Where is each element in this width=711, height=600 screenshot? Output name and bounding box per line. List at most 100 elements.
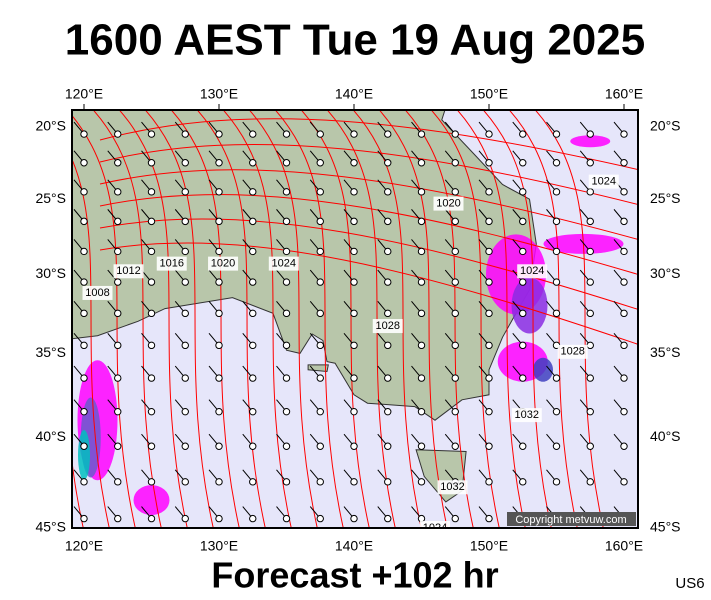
station	[485, 341, 493, 350]
station	[80, 374, 88, 382]
isobar-label-box	[372, 319, 403, 334]
station	[350, 159, 358, 167]
isobar	[92, 110, 162, 528]
station	[147, 309, 156, 318]
station	[282, 130, 291, 138]
station	[249, 217, 257, 226]
isobar	[99, 218, 638, 310]
isobar	[118, 110, 188, 528]
isobar	[534, 110, 604, 528]
station	[552, 407, 561, 416]
lon-label: 160°E	[605, 86, 643, 102]
station	[80, 217, 88, 226]
station	[181, 341, 189, 350]
station	[552, 309, 561, 318]
station	[451, 130, 459, 138]
station	[417, 159, 426, 167]
isobar	[144, 110, 214, 528]
station	[586, 442, 594, 450]
station	[114, 130, 122, 138]
isobar	[482, 110, 552, 528]
station	[384, 478, 392, 486]
station	[552, 188, 561, 196]
isobar	[326, 110, 396, 528]
station	[316, 217, 324, 226]
station	[215, 130, 223, 138]
station	[215, 247, 223, 256]
station	[384, 442, 392, 450]
station	[249, 341, 257, 350]
lon-label: 160°E	[605, 538, 643, 554]
station	[114, 341, 122, 350]
station	[316, 247, 324, 256]
isobar-label: 1024	[520, 265, 544, 277]
station	[586, 309, 594, 318]
isobar-label-box	[517, 264, 548, 279]
isobar-label-box	[420, 520, 450, 528]
station	[181, 514, 189, 523]
station	[114, 278, 122, 286]
station	[451, 514, 459, 523]
station	[519, 247, 527, 256]
station	[114, 188, 122, 196]
station	[451, 188, 459, 196]
station	[282, 309, 291, 318]
lat-label: 45°S	[35, 519, 66, 535]
lat-label: 45°S	[650, 519, 681, 535]
isobar-label-box	[156, 256, 187, 271]
station	[147, 188, 156, 196]
station	[586, 478, 594, 486]
station	[620, 341, 628, 350]
station	[80, 407, 88, 416]
station	[417, 514, 426, 523]
station	[586, 130, 594, 138]
station	[451, 341, 459, 350]
station	[552, 130, 561, 138]
station	[384, 188, 392, 196]
station	[417, 130, 426, 138]
station	[316, 374, 324, 382]
station	[586, 247, 594, 256]
isobar-label: 1016	[160, 258, 184, 270]
isobar	[99, 118, 638, 171]
station	[586, 341, 594, 350]
station	[249, 478, 257, 486]
station	[80, 442, 88, 450]
station	[147, 374, 156, 382]
station	[485, 374, 493, 382]
station	[384, 278, 392, 286]
station	[316, 188, 324, 196]
station	[147, 130, 156, 138]
station	[316, 159, 324, 167]
copyright-box	[507, 512, 636, 526]
station	[417, 442, 426, 450]
lat-label: 20°S	[35, 118, 66, 134]
lat-label: 25°S	[650, 190, 681, 206]
station	[282, 374, 291, 382]
station	[282, 442, 291, 450]
station	[485, 478, 493, 486]
station	[586, 188, 594, 196]
station	[519, 130, 527, 138]
station	[282, 278, 291, 286]
station	[114, 478, 122, 486]
rain-area	[78, 430, 90, 481]
station	[282, 514, 291, 523]
station	[181, 188, 189, 196]
station	[552, 278, 561, 286]
station	[114, 217, 122, 226]
isobar	[352, 110, 422, 528]
lon-label: 150°E	[470, 86, 508, 102]
station	[350, 278, 358, 286]
station	[485, 407, 493, 416]
station	[417, 478, 426, 486]
station	[485, 159, 493, 167]
isobar-label: 1008	[85, 287, 109, 299]
station	[249, 278, 257, 286]
station	[620, 407, 628, 416]
isobar-label: 1024	[272, 258, 296, 270]
isobar-label-box	[511, 408, 542, 423]
station	[316, 442, 324, 450]
station	[519, 374, 527, 382]
